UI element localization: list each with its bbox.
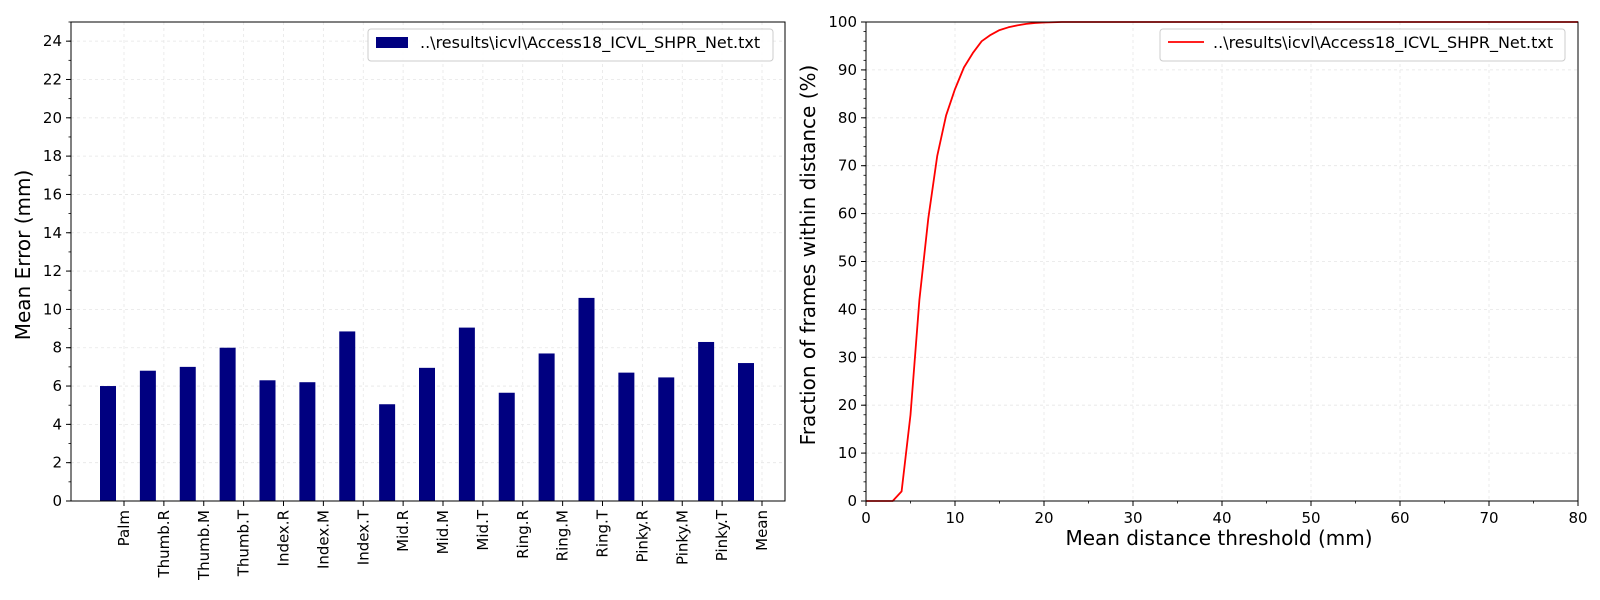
bar-thumb-t [219, 347, 236, 501]
bar-x-tick-label: Mid.T [474, 509, 492, 550]
line-y-tick-label: 100 [828, 13, 857, 31]
bar-mid-t [458, 327, 475, 501]
bar-mean [738, 363, 754, 501]
bar-legend-box [367, 28, 774, 62]
bar-y-tick-label: 10 [43, 300, 62, 318]
bar-index-t [339, 331, 356, 501]
bar-x-tick-label: Ring.M [554, 510, 572, 561]
line-y-tick-label: 90 [838, 61, 857, 79]
line-y-tick-label: 60 [838, 205, 857, 223]
bar-x-tick-label: Index.M [314, 510, 332, 569]
bar-x-tick-label: Pinky.T [713, 509, 731, 561]
bar-y-tick-label: 8 [52, 339, 62, 357]
bar-y-tick-label: 12 [43, 262, 62, 280]
line-y-tick-label: 40 [838, 300, 857, 318]
bar-x-tick-label: Ring.R [514, 510, 532, 559]
line-x-tick-label: 20 [1034, 509, 1053, 527]
line-y-axis: 0 10 20 30 40 50 60 70 80 90 100 [828, 13, 866, 510]
bar-thumb-r [139, 370, 156, 501]
bar-index-m [299, 382, 316, 501]
bar-x-tick-label: Mid.R [394, 510, 412, 552]
bar-legend-swatch [376, 37, 408, 48]
bar-x-tick-label: Thumb.M [195, 510, 213, 581]
bar-y-tick-label: 6 [52, 377, 62, 395]
bar-pinky-t [698, 341, 715, 501]
line-x-tick-label: 70 [1479, 509, 1498, 527]
bar-ring-m [538, 353, 555, 501]
line-x-tick-label: 80 [1568, 509, 1587, 527]
line-legend: ..\results\icvl\Access18_ICVL_SHPR_Net.t… [1159, 28, 1566, 62]
bar-x-tick-label: Ring.T [594, 509, 612, 557]
line-x-tick-label: 30 [1123, 509, 1142, 527]
bar-mid-m [419, 367, 435, 501]
bar-series [100, 297, 754, 501]
line-y-tick-label: 0 [847, 492, 857, 510]
line-chart: 0 10 20 30 40 50 60 70 80 90 100 0 10 20 30 40 50 60 70 80… [796, 13, 1588, 550]
bar-plot-frame [70, 21, 786, 502]
bar-pinky-m [658, 377, 675, 501]
bar-y-tick-label: 0 [52, 492, 62, 510]
bar-pinky-r [618, 372, 635, 501]
bar-legend: ..\results\icvl\Access18_ICVL_SHPR_Net.t… [367, 28, 774, 62]
line-y-tick-label: 70 [838, 157, 857, 175]
bar-ring-r [498, 392, 515, 501]
bar-x-axis: Palm Thumb.R Thumb.M Thumb.T Index.R Index.M I… [115, 501, 771, 581]
bar-thumb-m [179, 366, 196, 501]
bar-y-tick-label: 2 [52, 454, 62, 472]
bar-y-tick-label: 20 [43, 109, 62, 127]
line-legend-box [1159, 28, 1566, 62]
bar-mid-r [379, 404, 396, 501]
line-x-tick-label: 60 [1390, 509, 1409, 527]
bar-x-tick-label: Palm [115, 510, 133, 546]
line-x-tick-label: 50 [1301, 509, 1320, 527]
bar-legend-label: ..\results\icvl\Access18_ICVL_SHPR_Net.t… [420, 33, 760, 53]
bar-y-tick-label: 22 [43, 70, 62, 88]
line-x-axis-label: Mean distance threshold (mm) [1065, 526, 1372, 550]
bar-x-tick-label: Thumb.R [155, 510, 173, 579]
bar-y-tick-label: 14 [43, 224, 62, 242]
bar-x-tick-label: Pinky.R [633, 510, 651, 562]
bar-y-tick-label: 24 [43, 32, 62, 50]
line-x-axis: 0 10 20 30 40 50 60 70 80 [861, 501, 1588, 527]
bar-y-tick-label: 18 [43, 147, 62, 165]
bar-y-axis-label: Mean Error (mm) [11, 170, 35, 341]
line-legend-label: ..\results\icvl\Access18_ICVL_SHPR_Net.t… [1213, 33, 1553, 53]
bar-x-tick-label: Index.R [275, 510, 293, 566]
line-y-tick-label: 30 [838, 348, 857, 366]
line-y-axis-label: Fraction of frames within distance (%) [796, 65, 820, 446]
bar-palm [100, 386, 116, 501]
bar-ring-t [578, 297, 595, 501]
line-y-tick-label: 20 [838, 396, 857, 414]
bar-x-tick-label: Mid.M [434, 510, 452, 554]
bar-x-tick-label: Index.T [354, 509, 372, 565]
line-x-tick-label: 40 [1212, 509, 1231, 527]
bar-x-tick-label: Mean [753, 510, 771, 551]
bar-y-tick-label: 16 [43, 185, 62, 203]
bar-x-tick-label: Pinky.M [673, 510, 691, 565]
line-y-tick-label: 50 [838, 253, 857, 271]
bar-index-r [259, 380, 276, 501]
line-y-tick-label: 10 [838, 444, 857, 462]
bar-y-tick-label: 4 [52, 415, 62, 433]
line-x-tick-label: 0 [861, 509, 871, 527]
line-x-tick-label: 10 [945, 509, 964, 527]
bar-x-tick-label: Thumb.T [235, 509, 253, 577]
line-y-tick-label: 80 [838, 109, 857, 127]
